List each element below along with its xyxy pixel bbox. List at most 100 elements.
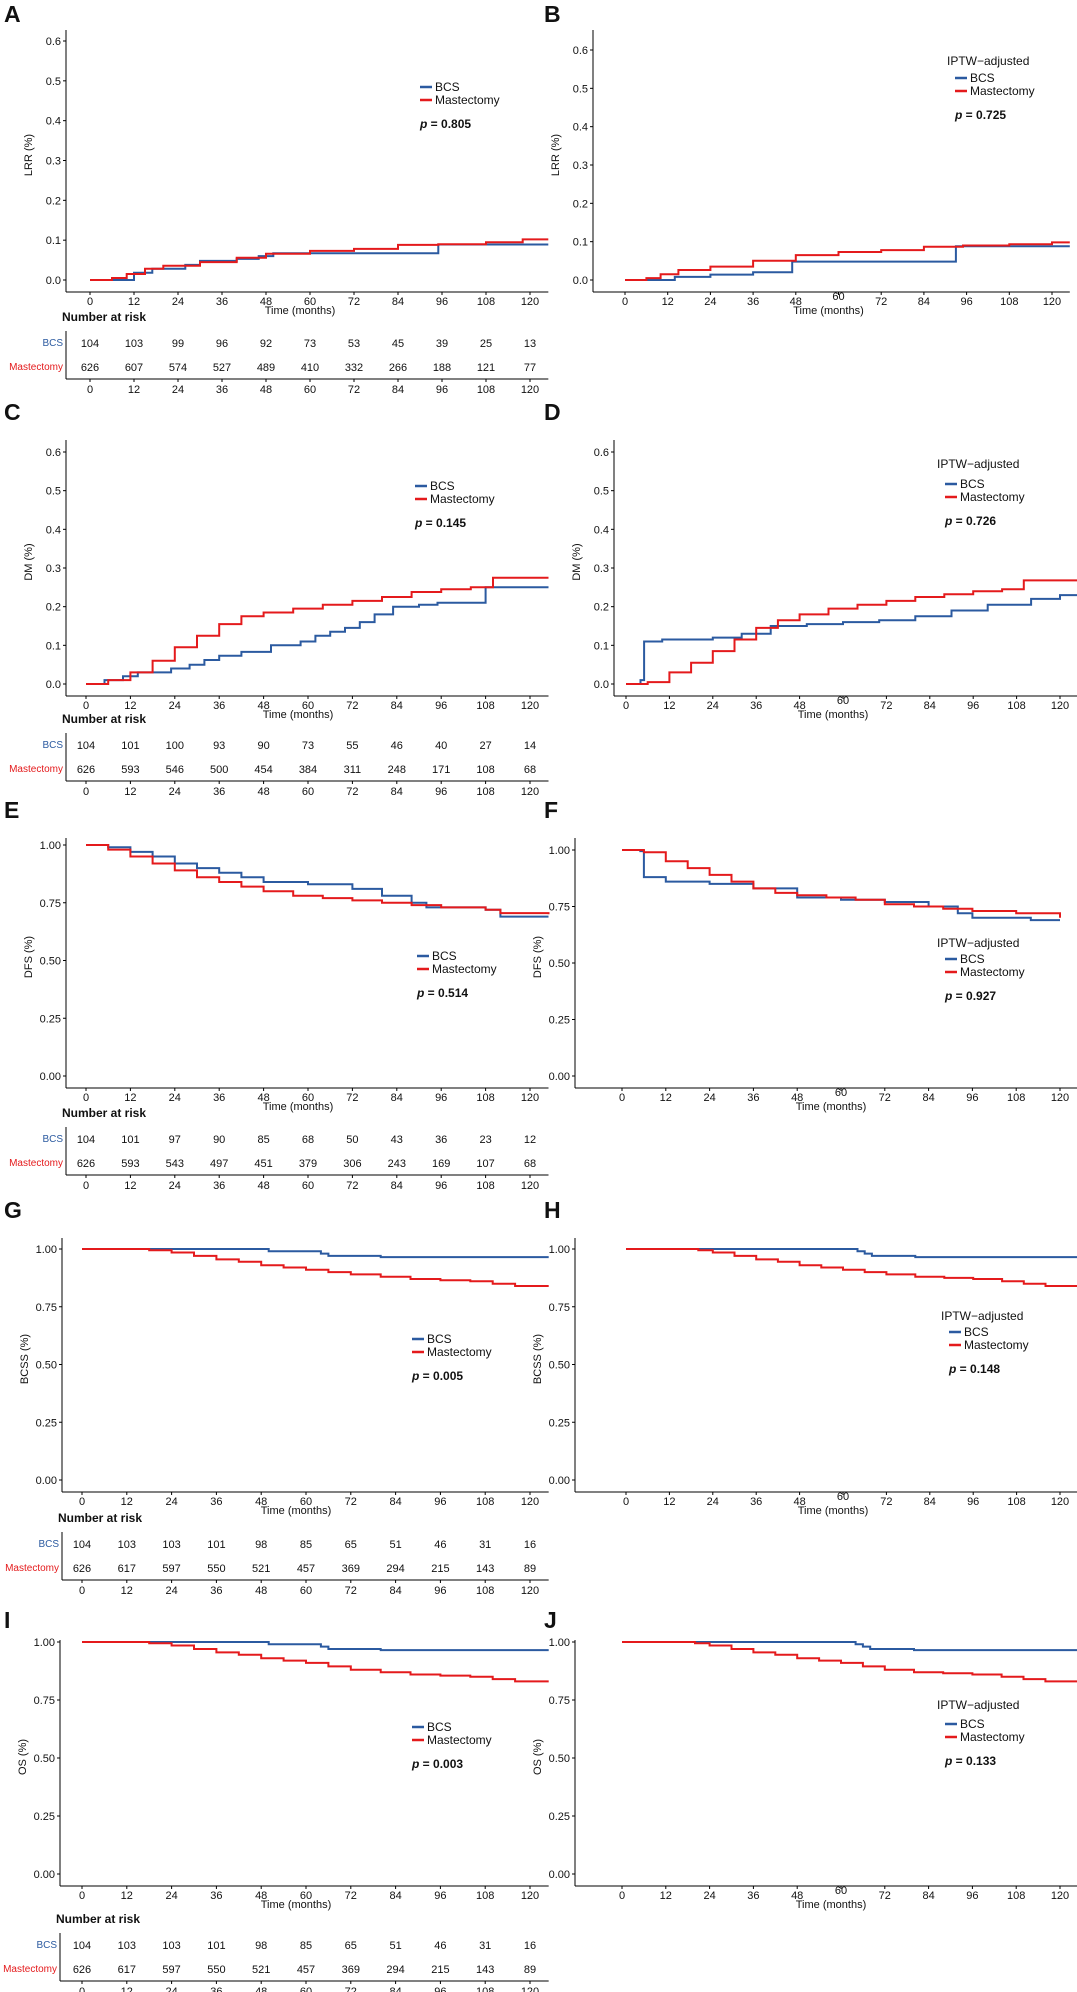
risk-cell: 85	[257, 1134, 269, 1146]
x-axis-title: Time (months)	[263, 709, 334, 721]
panel-j: J 0.00 0.25 0.50 0.75 1.00 0 12 24 36 48 60 72 84 96 10…	[532, 1607, 1077, 1911]
panel-letter: J	[544, 1607, 557, 1633]
x-tick-label: 48	[791, 1092, 803, 1104]
y-tick-label: 0.6	[46, 447, 61, 459]
legend-label-bcs: BCS	[960, 952, 985, 966]
x-tick-label: 0	[623, 700, 629, 712]
risk-cell: 121	[477, 362, 495, 374]
y-tick-label: 0.2	[46, 602, 61, 614]
risk-time-label: 24	[172, 384, 184, 396]
risk-time-label: 0	[87, 384, 93, 396]
p-value: p = 0.005	[411, 1369, 463, 1383]
y-tick-label: 1.00	[549, 1637, 570, 1649]
x-tick-label: 12	[662, 296, 674, 308]
risk-time-label: 48	[255, 1585, 267, 1597]
legend-label-mastectomy: Mastectomy	[964, 1338, 1029, 1352]
legend-label-mastectomy: Mastectomy	[960, 490, 1025, 504]
x-tick-label: 36	[213, 1092, 225, 1104]
risk-cell: 410	[301, 362, 319, 374]
y-tick-label: 0.50	[549, 1360, 570, 1372]
risk-cell: 16	[524, 1940, 536, 1952]
risk-cell: 597	[162, 1964, 180, 1976]
y-tick-label: 0.00	[549, 1475, 570, 1487]
risk-cell: 457	[297, 1563, 315, 1575]
risk-cell: 108	[476, 764, 494, 776]
risk-cell: 597	[162, 1563, 180, 1575]
x-tick-label: 84	[918, 296, 930, 308]
x-tick-label: 84	[391, 1092, 403, 1104]
risk-time-label: 24	[165, 1986, 177, 1992]
p-symbol: p	[948, 1362, 960, 1376]
risk-cell: 266	[389, 362, 407, 374]
panel-d: D 0.0 0.1 0.2 0.3 0.4 0.5 0.6 0 12 24 36 48 60 72 84 96 1…	[544, 399, 1077, 721]
legend-label-bcs: BCS	[432, 949, 457, 963]
y-axis-title: LRR (%)	[23, 134, 35, 176]
risk-cell: 65	[345, 1539, 357, 1551]
x-tick-label: 24	[704, 296, 716, 308]
x-tick-label: 84	[922, 1890, 934, 1902]
risk-cell: 521	[252, 1964, 270, 1976]
risk-cell: 103	[162, 1539, 180, 1551]
risk-table: Number at risk BCS Mastectomy 104 103 99 96 92 7…	[9, 310, 549, 396]
y-tick-label: 0.75	[549, 902, 570, 914]
y-tick-label: 0.0	[573, 275, 588, 287]
x-tick-label: 84	[924, 1496, 936, 1508]
risk-cell: 45	[392, 338, 404, 350]
y-tick-label: 0.3	[46, 563, 61, 575]
risk-table-title: Number at risk	[58, 1511, 142, 1525]
risk-cell: 96	[216, 338, 228, 350]
risk-time-label: 84	[389, 1986, 401, 1992]
risk-cell: 104	[77, 740, 95, 752]
x-axis-title: Time (months)	[793, 305, 864, 317]
x-tick-label: 36	[747, 296, 759, 308]
x-tick-label: 12	[663, 700, 675, 712]
p-number: = 0.003	[423, 1757, 464, 1771]
legend-label-bcs: BCS	[427, 1332, 452, 1346]
x-tick-label: 0	[83, 700, 89, 712]
y-tick-label: 0.5	[594, 486, 609, 498]
x-axis-title: Time (months)	[798, 709, 869, 721]
x-tick-label: 84	[924, 700, 936, 712]
risk-table-title: Number at risk	[62, 712, 146, 726]
risk-row-label-bcs: BCS	[38, 1539, 59, 1550]
p-symbol: p	[419, 117, 431, 131]
risk-time-label: 36	[210, 1986, 222, 1992]
series-mastectomy-line	[86, 844, 550, 915]
risk-cell: 626	[73, 1563, 91, 1575]
legend-label-bcs: BCS	[960, 1717, 985, 1731]
y-tick-label: 0.3	[573, 160, 588, 172]
risk-cell: 27	[479, 740, 491, 752]
risk-cell: 100	[166, 740, 184, 752]
legend-label-mastectomy: Mastectomy	[427, 1345, 492, 1359]
risk-time-label: 12	[124, 786, 136, 798]
y-tick-label: 0.4	[594, 524, 609, 536]
risk-cell: 593	[121, 1158, 139, 1170]
risk-time-label: 96	[436, 384, 448, 396]
x-tick-label: 72	[880, 1496, 892, 1508]
p-value: p = 0.805	[419, 117, 471, 131]
panel-letter: D	[544, 399, 561, 425]
risk-cell: 85	[300, 1539, 312, 1551]
risk-table-title: Number at risk	[62, 1106, 146, 1120]
p-symbol: p	[411, 1757, 423, 1771]
risk-cell: 46	[434, 1940, 446, 1952]
risk-time-label: 60	[302, 1180, 314, 1192]
x-tick-label: 60	[302, 1092, 314, 1104]
x-tick-label: 120	[1051, 700, 1069, 712]
risk-cell: 215	[431, 1964, 449, 1976]
legend-title: IPTW−adjusted	[947, 54, 1029, 68]
x-tick-label: 12	[663, 1496, 675, 1508]
x-tick-label: 12	[124, 1092, 136, 1104]
risk-time-label: 84	[391, 1180, 403, 1192]
risk-cell: 50	[346, 1134, 358, 1146]
risk-cell: 171	[432, 764, 450, 776]
risk-cell: 626	[81, 362, 99, 374]
panel-e: E 0.00 0.25 0.50 0.75 1.00 0 12 24 36 48 60 72 84 96 10…	[4, 797, 550, 1192]
x-tick-label: 96	[435, 1092, 447, 1104]
risk-time-label: 108	[477, 384, 495, 396]
risk-cell: 593	[121, 764, 139, 776]
risk-cell: 31	[479, 1539, 491, 1551]
legend-label-bcs: BCS	[430, 479, 455, 493]
